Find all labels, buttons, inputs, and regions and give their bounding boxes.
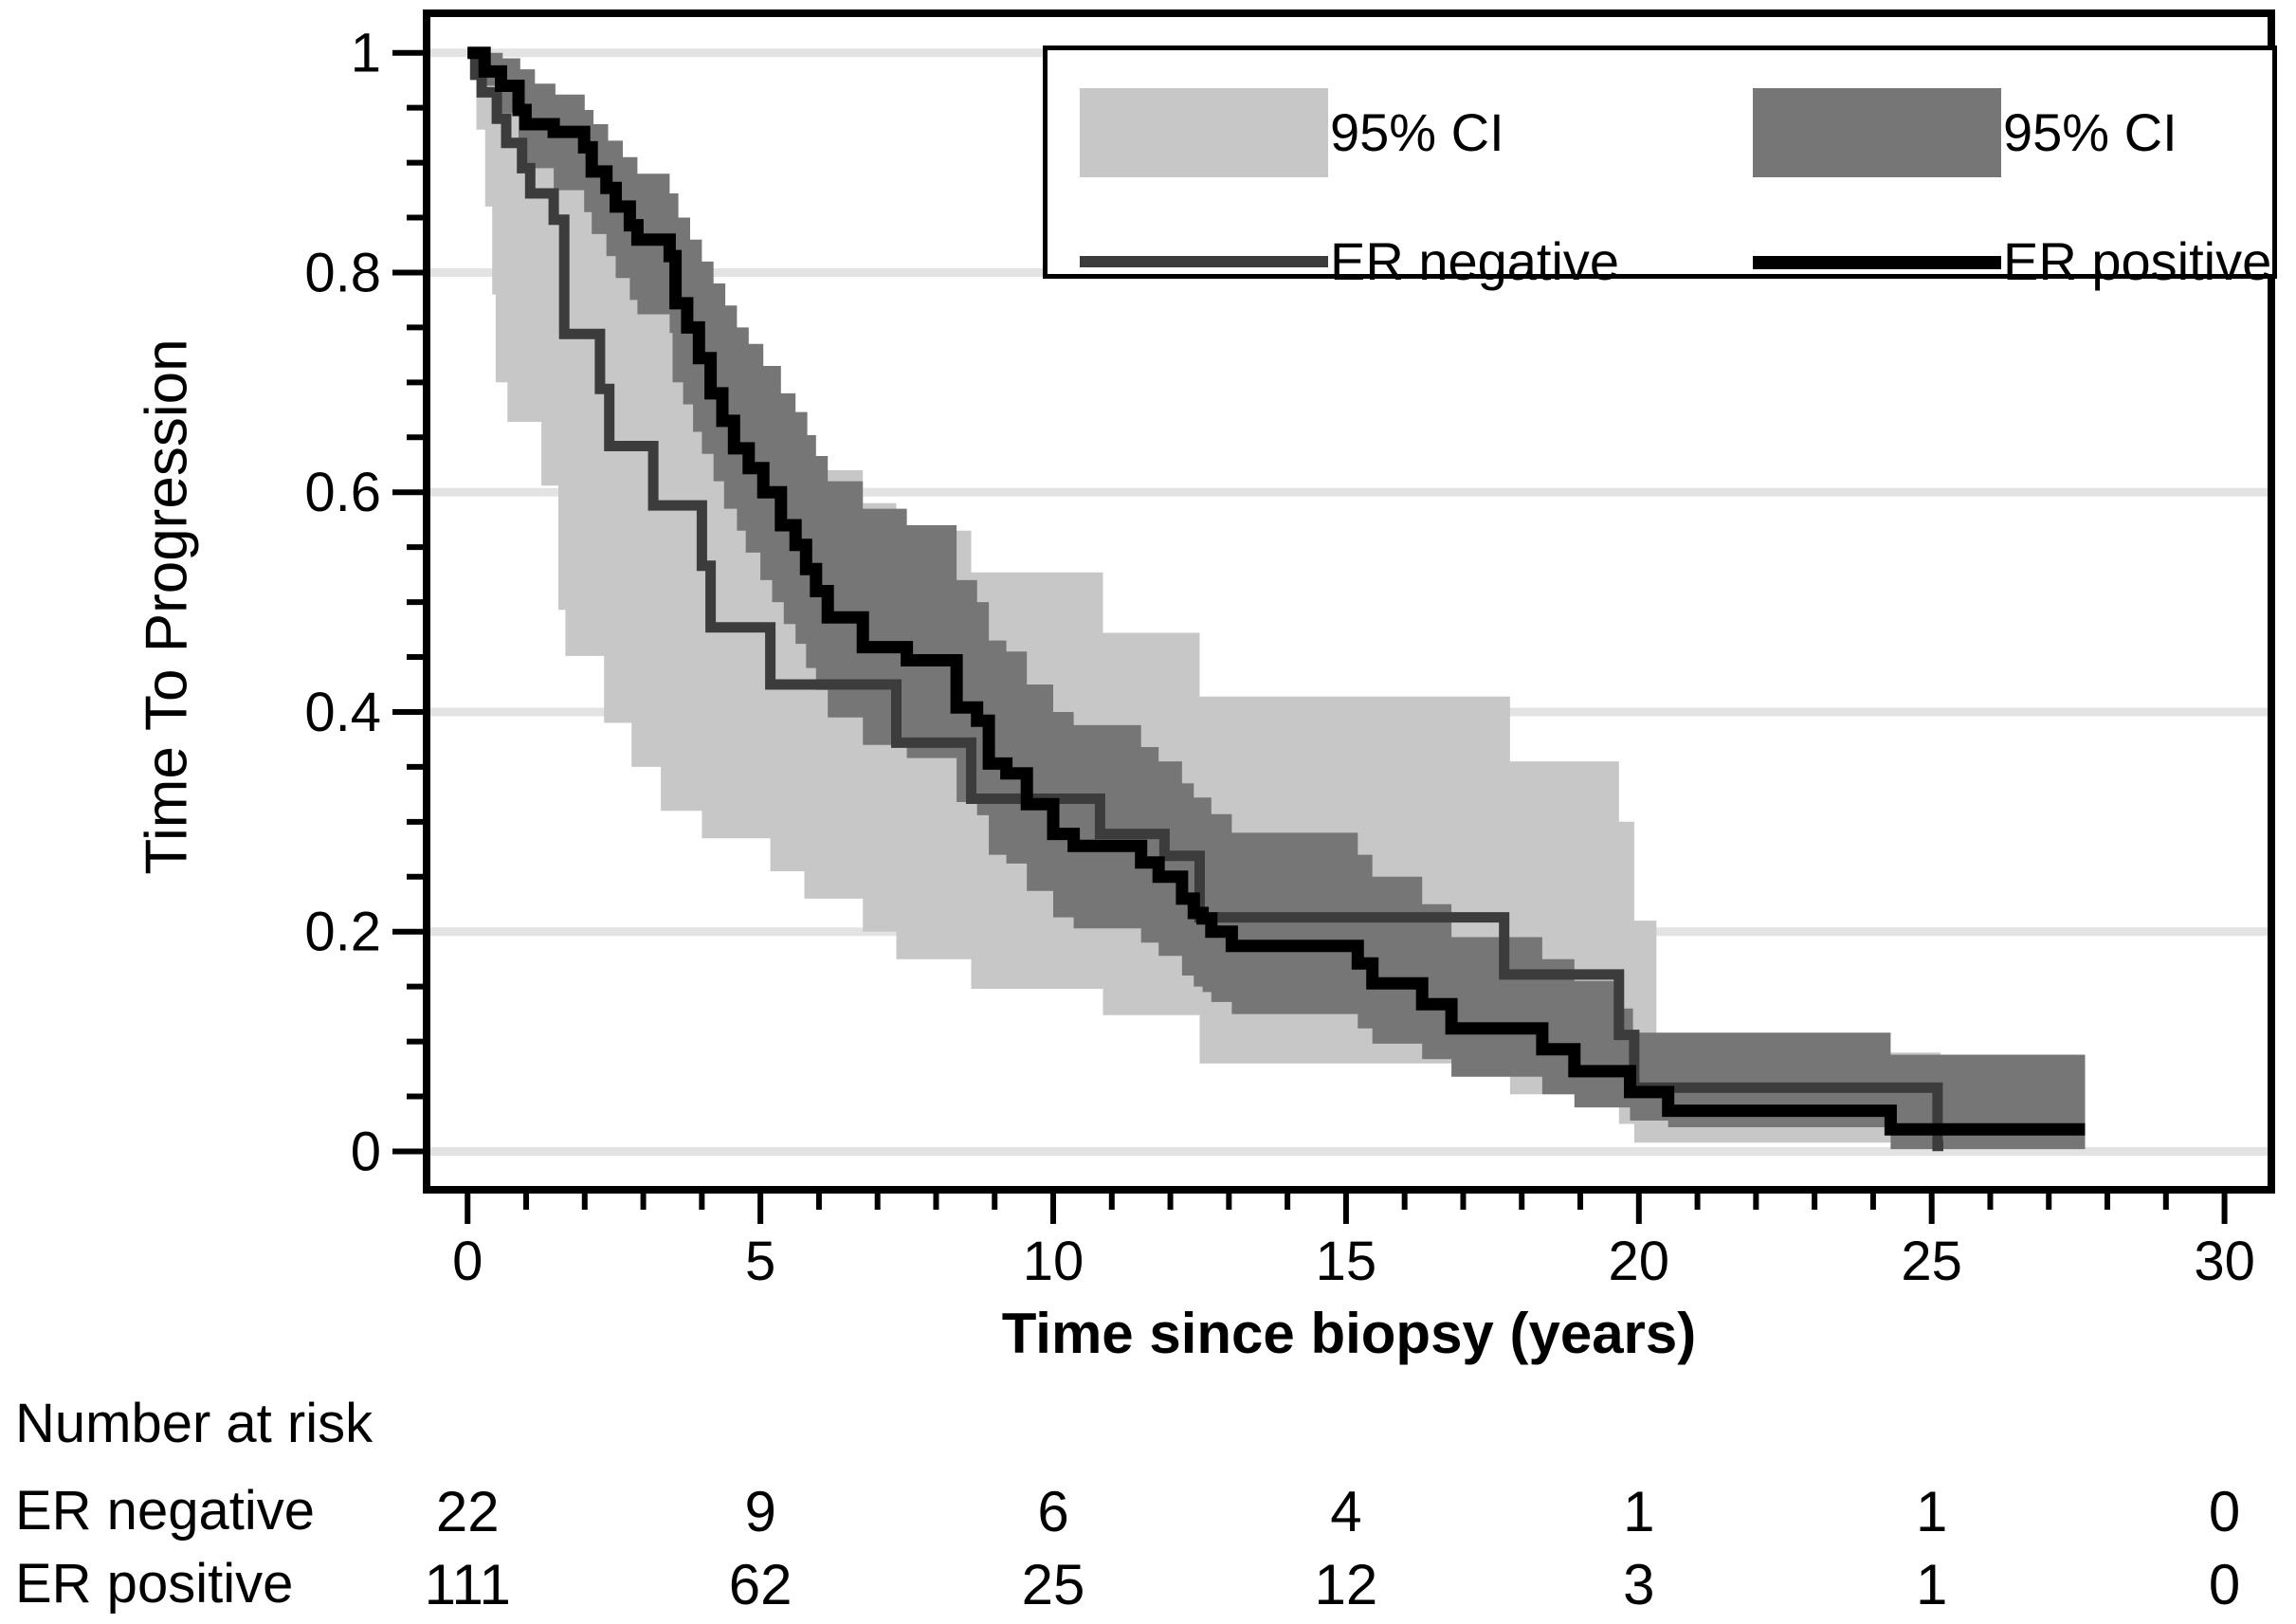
legend-line-er-negative [1080, 256, 1328, 267]
x-tick-label: 25 [1901, 1231, 1962, 1292]
at-risk-count: 3 [1623, 1553, 1655, 1616]
at-risk-row-label: ER negative [15, 1480, 315, 1542]
legend-swatch-95-ci [1753, 88, 2001, 177]
x-tick-label: 15 [1316, 1231, 1377, 1292]
at-risk-count: 25 [1021, 1553, 1085, 1616]
at-risk-count: 22 [435, 1480, 500, 1543]
y-tick-label: 0.4 [304, 682, 381, 743]
legend-label: ER positive [2003, 231, 2272, 291]
y-tick-label: 0.2 [304, 902, 381, 963]
x-axis-title: Time since biopsy (years) [1001, 1302, 1697, 1365]
at-risk-row-label: ER positive [15, 1553, 294, 1615]
legend-label: 95% CI [2003, 102, 2178, 162]
ci-band-er-negative-95-ci [467, 52, 1941, 1143]
at-risk-count: 0 [2208, 1553, 2241, 1616]
x-tick-label: 30 [2194, 1231, 2255, 1292]
at-risk-count: 111 [424, 1553, 511, 1616]
legend-label: ER negative [1330, 231, 1620, 291]
at-risk-count: 12 [1314, 1553, 1378, 1616]
km-curve-er-negative [467, 47, 1943, 1152]
y-tick-label: 1 [351, 23, 381, 84]
at-risk-count: 1 [1916, 1553, 1948, 1616]
y-tick-label: 0.6 [304, 462, 381, 523]
at-risk-count: 9 [744, 1480, 776, 1543]
at-risk-count: 1 [1916, 1480, 1948, 1543]
plot-border [423, 9, 2275, 1194]
y-tick-label: 0.8 [304, 242, 381, 303]
ci-band-er-positive-95-ci [467, 52, 2086, 1150]
legend-line-er-positive [1753, 256, 2001, 269]
x-tick-label: 10 [1023, 1231, 1084, 1292]
x-tick-label: 0 [452, 1231, 483, 1292]
legend-swatch-95-ci [1080, 88, 1328, 177]
x-tick-label: 5 [745, 1231, 775, 1292]
at-risk-count: 6 [1037, 1480, 1069, 1543]
legend-box: 95% CI 95% CI ER negative ER positive [1043, 46, 2277, 291]
x-tick-label: 20 [1609, 1231, 1670, 1292]
at-risk-count: 0 [2208, 1480, 2241, 1543]
legend-label: 95% CI [1330, 102, 1504, 162]
y-tick-label: 0 [351, 1121, 381, 1182]
at-risk-count: 62 [728, 1553, 793, 1616]
at-risk-count: 4 [1330, 1480, 1362, 1543]
km-curve-er-positive [467, 46, 2086, 1136]
at-risk-count: 1 [1623, 1480, 1655, 1543]
y-axis-title: Time To Progression [134, 338, 200, 875]
at-risk-title: Number at risk [15, 1393, 374, 1454]
